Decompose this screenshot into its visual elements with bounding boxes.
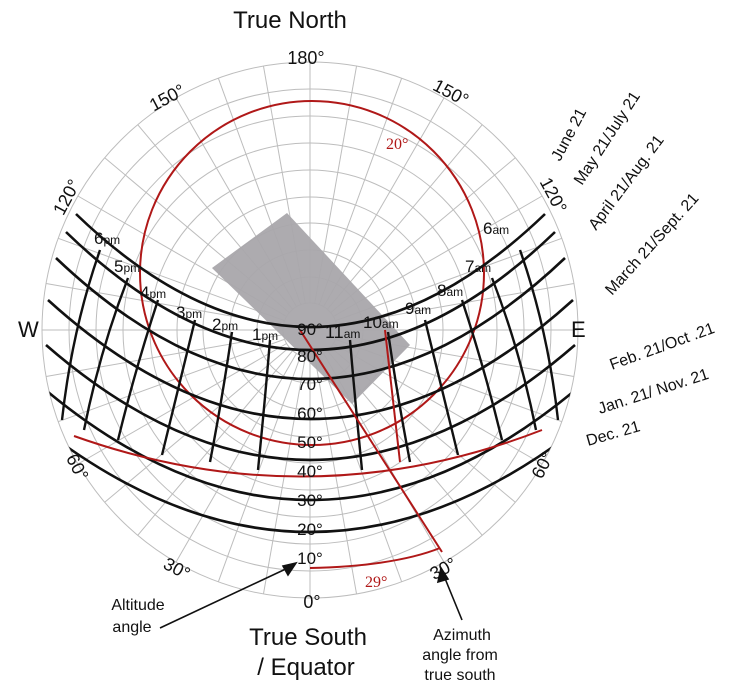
hour-label-6pm: 6pm [94,229,120,248]
hour-label-10am: 10am [363,313,399,332]
svg-text:angle from: angle from [422,647,498,664]
altitude-label-50: 50° [297,433,323,452]
altitude-label-80: 80° [297,347,323,366]
hour-label-5pm: 5pm [114,257,140,276]
azimuth-label-120-right: 120° [536,174,571,216]
date-labels: June 21 May 21/July 21 April 21/Aug. 21 … [549,89,718,450]
azimuth-spoke [326,124,483,310]
azimuth-spoke [262,356,306,595]
hour-label-11am: 11am [325,322,360,342]
altitude-label-20: 20° [297,520,323,539]
date-label-feb-oct: Feb. 21/Oct .21 [608,320,718,374]
azimuth-label-60-right: 60° [527,448,557,481]
altitude-label-90: 90° [297,320,323,339]
azimuth-label-30-left: 30° [160,553,193,583]
red-reference-circle [139,100,485,446]
altitude-label-30: 30° [297,491,323,510]
hour-label-4pm: 4pm [140,283,166,302]
azimuth-spoke [57,237,285,322]
title-true-south: True South [249,624,367,651]
pointer-arrows [159,561,463,629]
altitude-angle-note: Altitude angle [111,597,164,636]
hour-label-1pm: 1pm [252,325,278,344]
red-circle-angle-label: 20° [386,136,408,153]
date-label-june: June 21 [549,106,591,164]
hour-label-8am: 8am [437,281,463,300]
hour-label-6am: 6am [483,219,509,238]
azimuth-label-30-right: 30° [426,553,459,583]
compass-east: E [571,317,586,342]
hour-labels: 11am 10am 9am 8am 7am 6am 1pm 2pm 3pm 4p… [94,219,509,344]
altitude-label-40: 40° [297,462,323,481]
compass-west: W [18,317,39,342]
title-equator: / Equator [257,654,354,681]
azimuth-spoke [77,343,287,465]
altitude-label-60: 60° [297,404,323,423]
azimuth-spoke [330,157,516,314]
hour-label-2pm: 2pm [212,315,238,334]
azimuth-spoke [333,195,543,317]
azimuth-angle-note: Azimuth angle from true south [422,627,498,684]
shaded-area [212,213,410,404]
svg-text:angle: angle [112,619,151,636]
hour-label-7am: 7am [465,257,491,276]
hour-lines [60,249,560,471]
hour-label-9am: 9am [405,299,431,318]
azimuth-angle-value-label: 29° [365,574,387,591]
azimuth-label-150-left: 150° [146,80,188,115]
azimuth-spoke [323,97,445,307]
red-indicators [73,329,543,569]
azimuth-label-180: 180° [287,48,324,68]
azimuth-spoke [217,355,302,583]
date-label-dec: Dec. 21 [584,418,642,450]
svg-text:true south: true south [424,667,495,684]
svg-text:Azimuth: Azimuth [433,627,491,644]
azimuth-spoke [318,355,403,583]
azimuth-label-60-left: 60° [62,450,92,483]
svg-text:Altitude: Altitude [111,597,164,614]
azimuth-spoke [57,338,285,423]
altitude-label-70: 70° [297,375,323,394]
altitude-labels: 90° 80° 70° 60° 50° 40° 30° 20° 10° [297,320,323,568]
azimuth-spoke [175,353,297,563]
altitude-label-10: 10° [297,549,323,568]
azimuth-label-0: 0° [303,592,320,612]
title-true-north: True North [233,7,347,34]
hour-label-3pm: 3pm [176,303,202,322]
azimuth-label-150-right: 150° [430,75,472,110]
